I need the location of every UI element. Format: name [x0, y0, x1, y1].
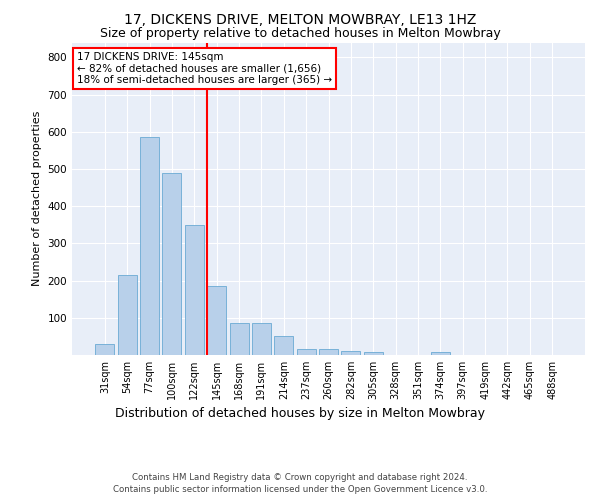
Bar [252, 324, 271, 355]
Bar [319, 350, 338, 355]
Bar [95, 344, 115, 355]
Bar [207, 286, 226, 355]
Bar [140, 138, 159, 355]
Bar [341, 350, 361, 355]
Text: Contains HM Land Registry data © Crown copyright and database right 2024.: Contains HM Land Registry data © Crown c… [132, 472, 468, 482]
Bar [431, 352, 450, 355]
Text: Distribution of detached houses by size in Melton Mowbray: Distribution of detached houses by size … [115, 408, 485, 420]
Bar [118, 275, 137, 355]
Bar [296, 350, 316, 355]
Text: Contains public sector information licensed under the Open Government Licence v3: Contains public sector information licen… [113, 485, 487, 494]
Text: 17, DICKENS DRIVE, MELTON MOWBRAY, LE13 1HZ: 17, DICKENS DRIVE, MELTON MOWBRAY, LE13 … [124, 12, 476, 26]
Bar [163, 172, 181, 355]
Y-axis label: Number of detached properties: Number of detached properties [32, 111, 42, 286]
Text: 17 DICKENS DRIVE: 145sqm
← 82% of detached houses are smaller (1,656)
18% of sem: 17 DICKENS DRIVE: 145sqm ← 82% of detach… [77, 52, 332, 85]
Bar [230, 324, 248, 355]
Bar [274, 336, 293, 355]
Text: Size of property relative to detached houses in Melton Mowbray: Size of property relative to detached ho… [100, 28, 500, 40]
Bar [364, 352, 383, 355]
Bar [185, 225, 204, 355]
